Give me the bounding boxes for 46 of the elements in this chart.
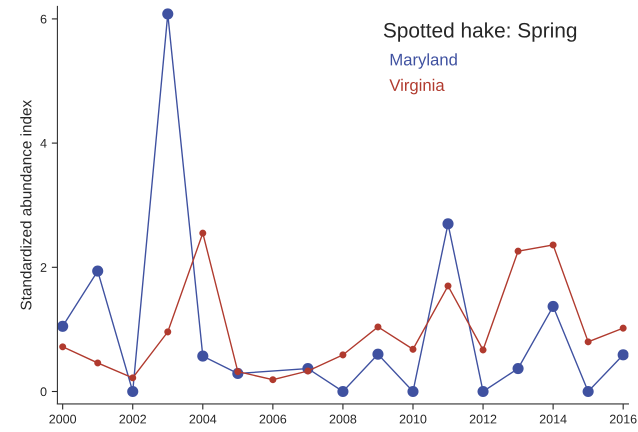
x-tick-label: 2010 xyxy=(400,414,426,424)
x-tick-label: 2008 xyxy=(330,414,356,424)
point xyxy=(129,374,136,382)
point xyxy=(162,8,174,20)
x-tick-label: 2014 xyxy=(540,414,567,424)
point xyxy=(512,362,524,374)
y-axis-title: Standardized abundance index xyxy=(20,100,32,310)
x-tick-label: 2016 xyxy=(610,414,637,424)
point xyxy=(372,348,384,360)
point xyxy=(164,328,172,336)
point xyxy=(92,265,104,277)
x-tick-label: 2006 xyxy=(260,414,286,424)
point xyxy=(269,376,276,384)
point xyxy=(127,386,138,398)
point xyxy=(584,338,592,346)
point xyxy=(582,386,594,398)
point xyxy=(407,386,419,398)
text: Spotted hake: Spring xyxy=(384,22,576,42)
point xyxy=(59,343,66,350)
point xyxy=(94,359,102,366)
y-tick-label: 6 xyxy=(40,14,46,24)
point xyxy=(618,349,628,360)
y-tick-label: 0 xyxy=(40,387,47,396)
x-tick-label: 2000 xyxy=(49,414,76,424)
point xyxy=(514,248,522,255)
text: Virginia xyxy=(389,78,445,94)
point xyxy=(337,386,348,398)
point xyxy=(197,350,208,362)
x-tick-label: 2004 xyxy=(190,414,216,424)
point xyxy=(477,386,489,398)
text: Maryland xyxy=(390,53,457,69)
point xyxy=(548,300,559,312)
x-tick-label: 2012 xyxy=(470,414,496,424)
point xyxy=(410,346,416,353)
y-tick-label: 4 xyxy=(40,139,47,148)
point xyxy=(444,282,452,290)
point xyxy=(480,346,487,354)
point xyxy=(550,241,557,248)
point xyxy=(57,320,68,332)
point xyxy=(339,351,346,358)
point xyxy=(442,218,454,230)
x-tick-label: 2002 xyxy=(119,414,146,424)
point xyxy=(374,323,382,330)
point xyxy=(199,230,206,237)
point xyxy=(620,324,627,332)
y-tick-label: 2 xyxy=(40,263,46,272)
